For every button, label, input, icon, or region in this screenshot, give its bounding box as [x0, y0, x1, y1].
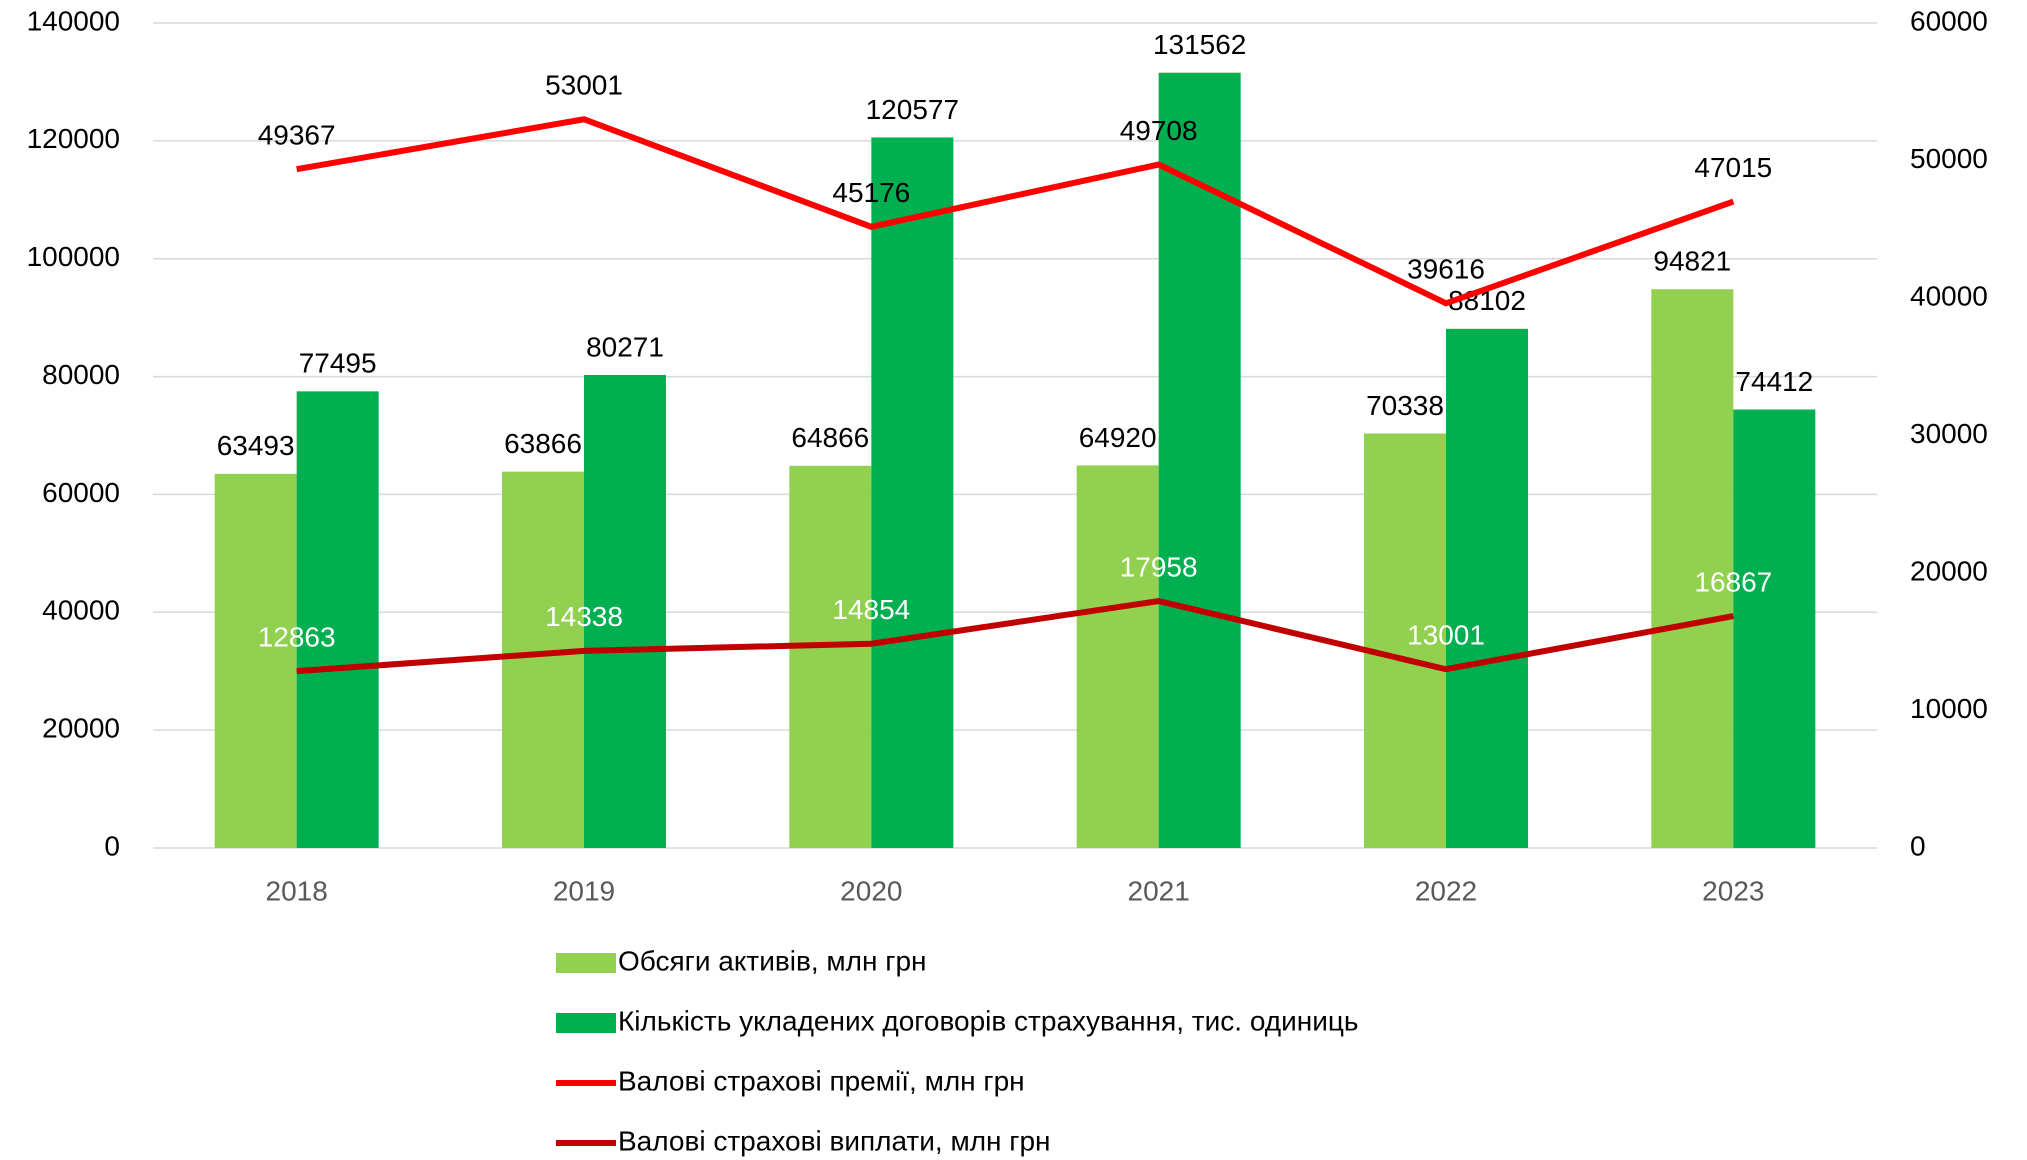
- y-tick-label: 60000: [42, 477, 120, 508]
- line-value-label: 49708: [1120, 115, 1198, 146]
- bar: [1733, 409, 1816, 848]
- y2-tick-label: 60000: [1910, 5, 1988, 36]
- line-value-label: 53001: [545, 70, 623, 101]
- bar-value-label: 77495: [299, 348, 377, 379]
- y2-tick-label: 50000: [1910, 143, 1988, 174]
- bar-value-label: 64920: [1079, 422, 1157, 453]
- legend-label: Кількість укладених договорів страхуванн…: [618, 1005, 1358, 1036]
- line-value-label: 14854: [832, 594, 910, 625]
- line-value-label: 14338: [545, 601, 623, 632]
- y2-tick-label: 20000: [1910, 555, 1988, 586]
- bar: [502, 471, 584, 848]
- bar-value-label: 63866: [504, 428, 582, 459]
- x-tick-label: 2022: [1415, 875, 1477, 906]
- legend-label: Валові страхові виплати, млн грн: [618, 1125, 1051, 1156]
- legend-label: Валові страхові премії, млн грн: [618, 1065, 1025, 1096]
- y-tick-label: 100000: [27, 241, 120, 272]
- y-tick-label: 80000: [42, 359, 120, 390]
- bar: [1446, 328, 1528, 848]
- bar: [584, 374, 666, 848]
- bar-value-label: 70338: [1366, 390, 1444, 421]
- bar: [214, 473, 297, 848]
- x-tick-label: 2018: [266, 875, 328, 906]
- x-tick-label: 2019: [553, 875, 615, 906]
- x-tick-label: 2021: [1128, 875, 1190, 906]
- line-value-label: 47015: [1694, 152, 1772, 183]
- line: [296, 598, 1734, 675]
- y-tick-label: 0: [104, 830, 120, 861]
- bar-value-label: 63493: [217, 430, 295, 461]
- legend-swatch: [556, 953, 616, 973]
- legend-swatch: [556, 1013, 616, 1033]
- y-tick-label: 120000: [27, 123, 120, 154]
- bar: [1076, 465, 1159, 848]
- bar: [1158, 72, 1241, 848]
- bar-value-label: 80271: [586, 331, 664, 362]
- line-value-label: 45176: [832, 177, 910, 208]
- bar: [789, 465, 872, 848]
- y2-tick-label: 40000: [1910, 280, 1988, 311]
- y-tick-label: 20000: [42, 713, 120, 744]
- line-value-label: 49367: [258, 120, 336, 151]
- line-value-label: 17958: [1120, 551, 1198, 582]
- bar-value-label: 120577: [866, 94, 959, 125]
- bar: [1651, 289, 1734, 848]
- legend-label: Обсяги активів, млн грн: [618, 945, 927, 976]
- y2-tick-label: 0: [1910, 830, 1926, 861]
- y2-tick-label: 10000: [1910, 693, 1988, 724]
- bar-value-label: 131562: [1153, 29, 1246, 60]
- y-tick-label: 40000: [42, 595, 120, 626]
- line-value-label: 13001: [1407, 620, 1485, 651]
- x-tick-label: 2020: [840, 875, 902, 906]
- x-tick-label: 2023: [1702, 875, 1764, 906]
- y-tick-label: 140000: [27, 5, 120, 36]
- line-value-label: 12863: [258, 622, 336, 653]
- line: [296, 116, 1735, 307]
- bar-value-label: 74412: [1735, 366, 1813, 397]
- line-value-label: 16867: [1694, 566, 1772, 597]
- bar-value-label: 94821: [1653, 246, 1731, 277]
- bar: [871, 137, 954, 848]
- bar: [296, 391, 379, 848]
- bar: [1364, 433, 1446, 848]
- bar-value-label: 64866: [791, 422, 869, 453]
- line-value-label: 39616: [1407, 254, 1485, 285]
- y2-tick-label: 30000: [1910, 418, 1988, 449]
